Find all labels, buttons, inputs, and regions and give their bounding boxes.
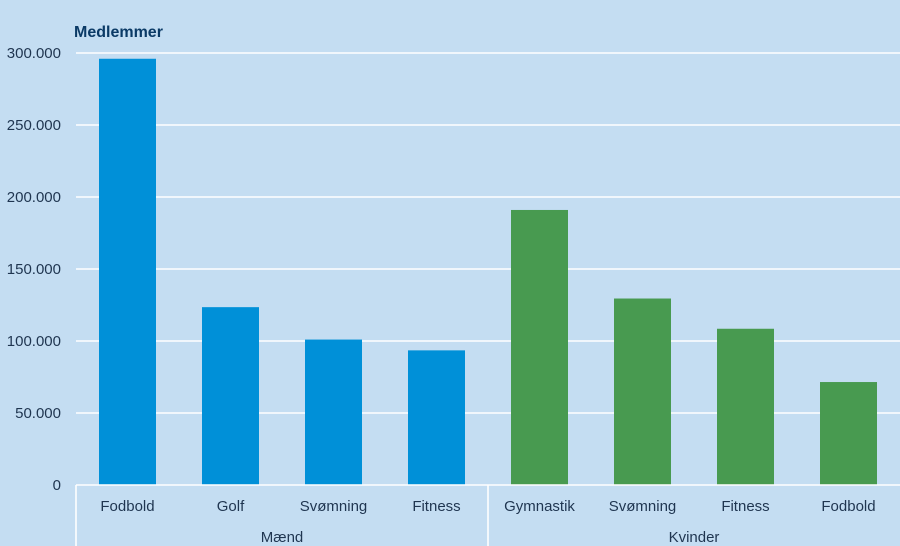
bar [408,350,465,485]
bar [202,307,259,485]
y-tick-label: 0 [53,477,61,494]
y-tick-label: 250.000 [7,117,61,134]
bar [717,328,774,485]
x-axis-categories: Fodbold Golf Svømning Fitness Gymnastik Svømn… [100,498,875,515]
y-tick-label: 300.000 [7,45,61,62]
bar [820,382,877,485]
x-tick-label: Fodbold [821,498,875,515]
y-axis-title: Medlemmer [74,24,163,41]
bar [511,209,568,485]
x-axis [75,484,900,546]
bar [614,298,671,485]
x-tick-label: Svømning [609,498,677,515]
x-axis-groups: Mænd Kvinder [261,529,720,546]
x-tick-label: Golf [217,498,245,515]
x-group-label: Mænd [261,529,304,546]
x-tick-label: Fodbold [100,498,154,515]
bar [305,339,362,485]
bar [99,58,156,485]
y-tick-label: 200.000 [7,189,61,206]
y-tick-label: 150.000 [7,261,61,278]
x-tick-label: Fitness [412,498,460,515]
y-tick-label: 100.000 [7,333,61,350]
y-axis-ticks: 0 50.000 100.000 150.000 200.000 250.000 300.0… [7,45,61,494]
x-group-label: Kvinder [669,529,720,546]
x-tick-label: Gymnastik [504,498,575,515]
x-tick-label: Fitness [721,498,769,515]
x-tick-label: Svømning [300,498,368,515]
bars [99,58,877,485]
y-tick-label: 50.000 [15,405,61,422]
